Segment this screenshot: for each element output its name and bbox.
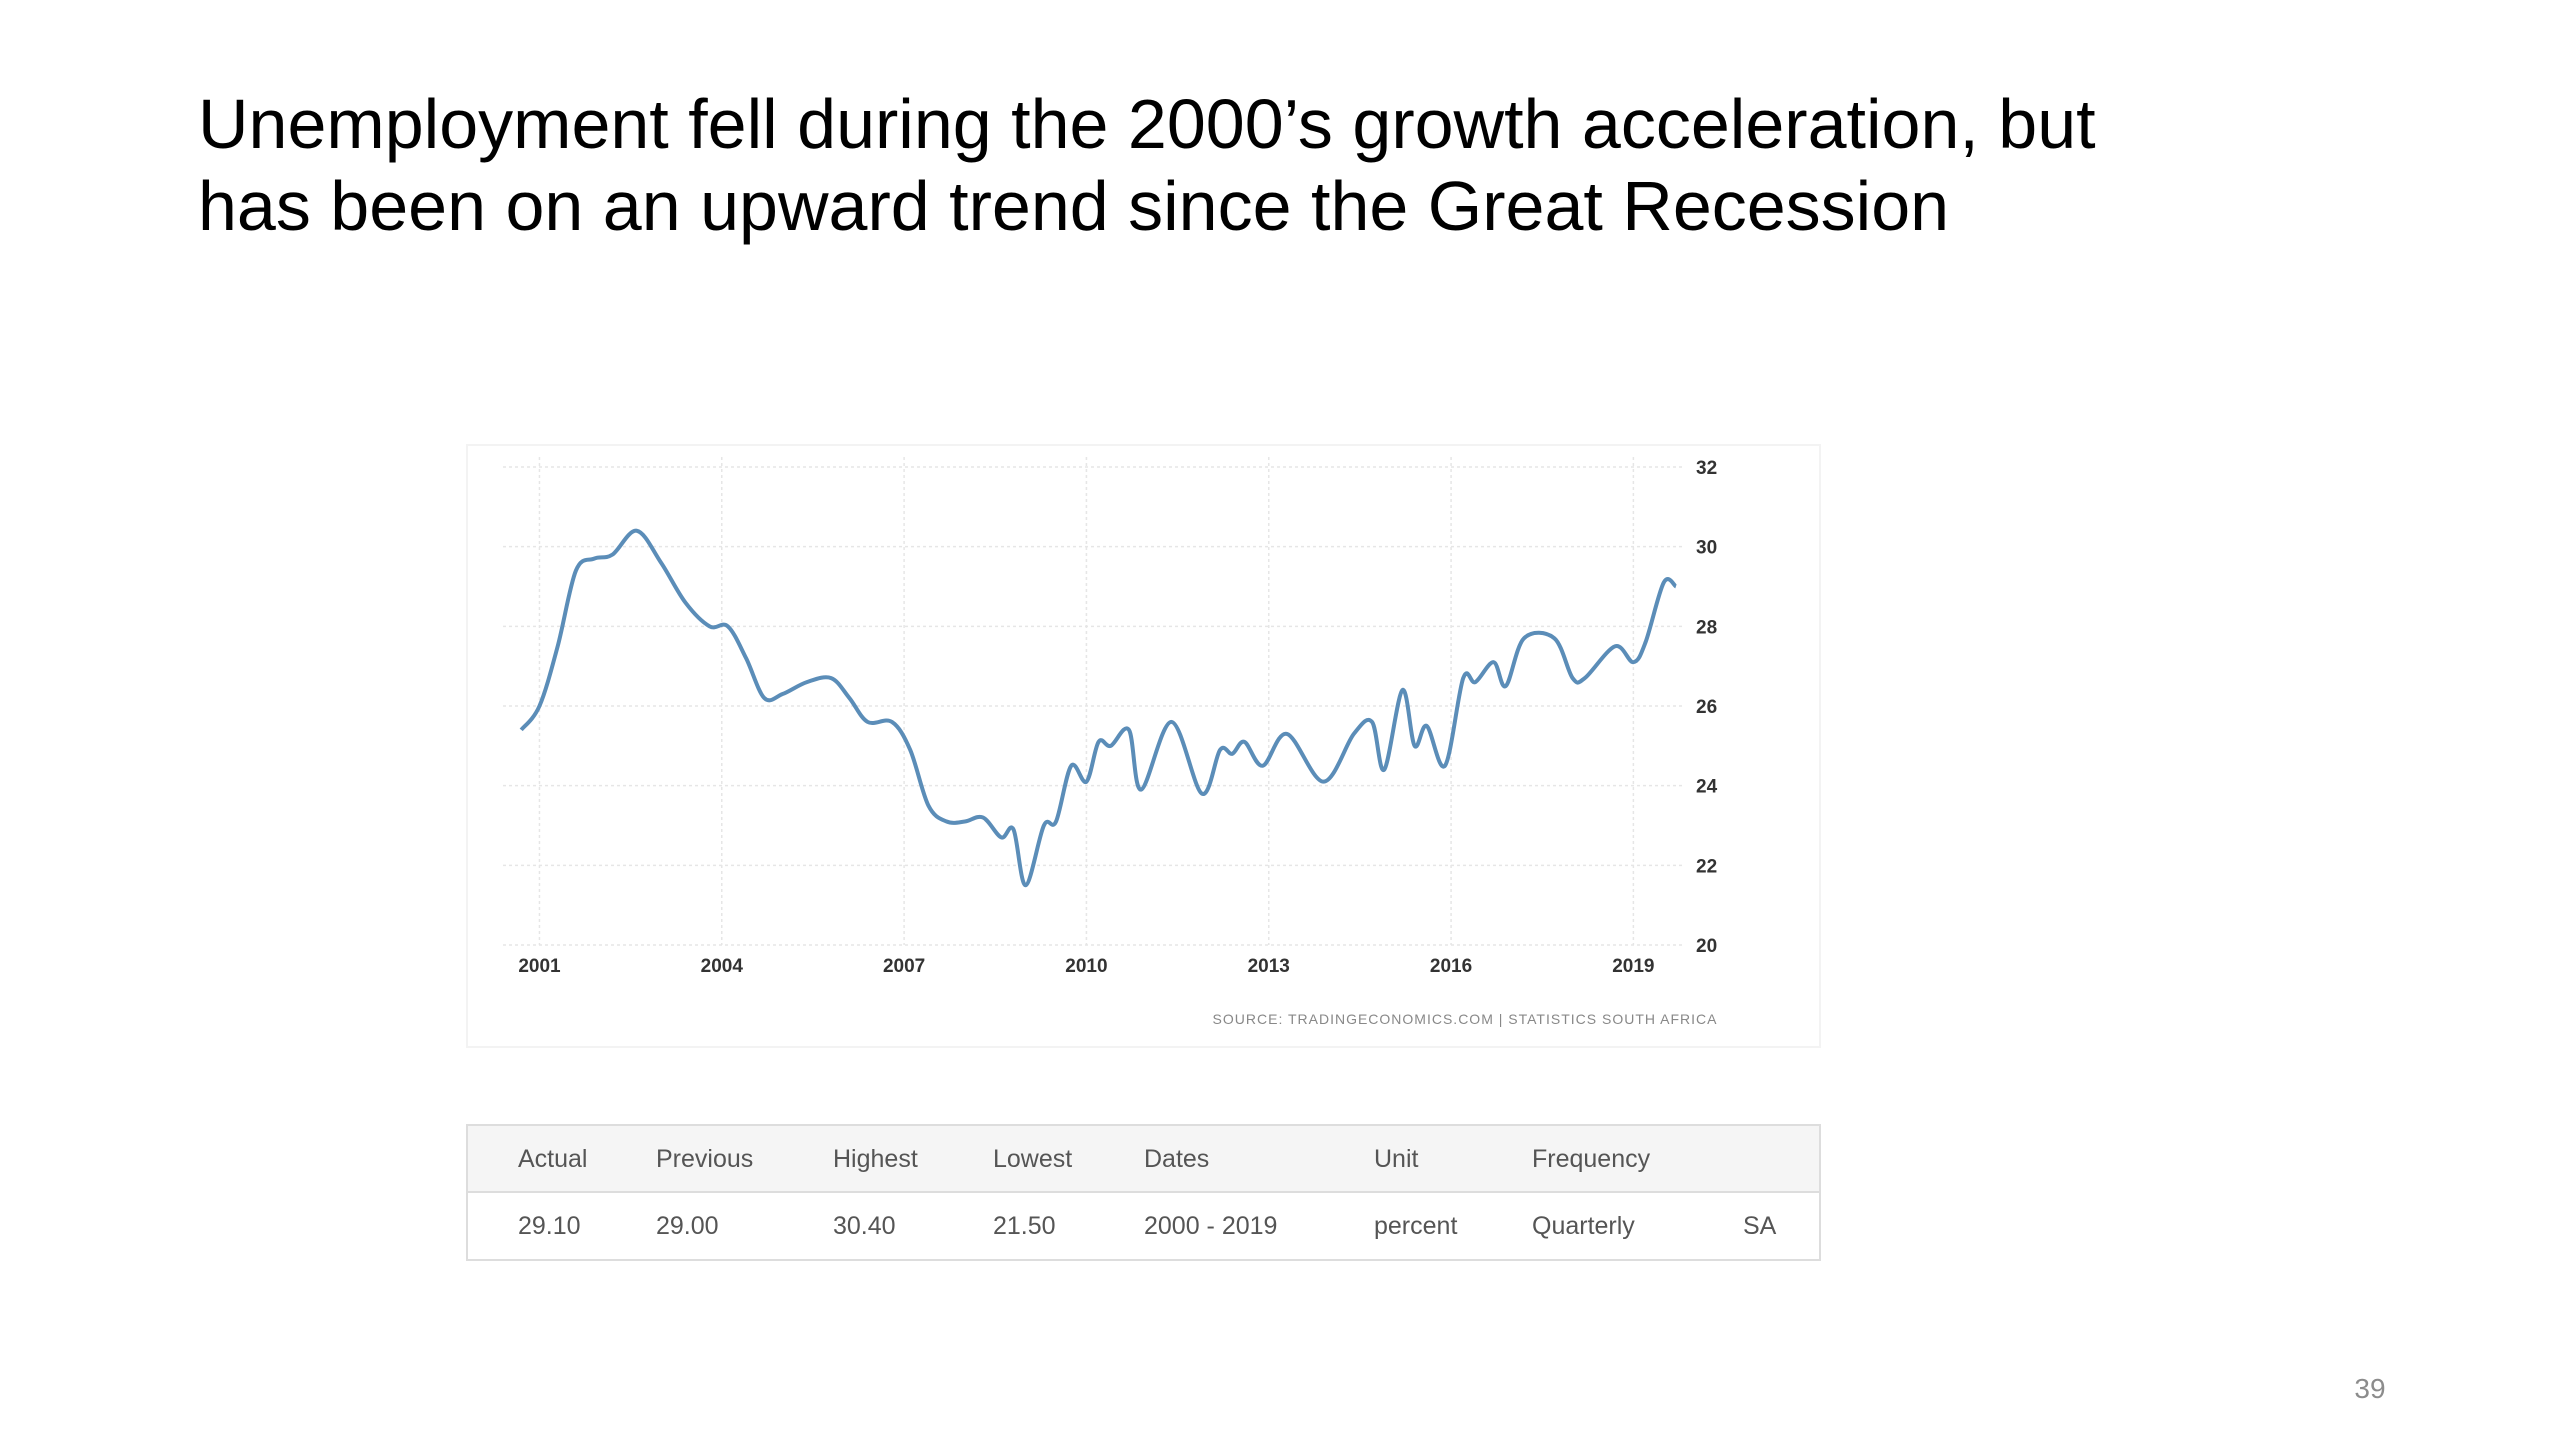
table-cell: 29.10 bbox=[518, 1212, 581, 1240]
table-cell: SA bbox=[1743, 1212, 1777, 1240]
table-header-cell: Dates bbox=[1144, 1145, 1209, 1173]
x-tick-label: 2016 bbox=[1430, 956, 1472, 977]
y-tick-label: 30 bbox=[1696, 538, 1717, 559]
table-cell: 21.50 bbox=[993, 1212, 1056, 1240]
table-header-cell: Unit bbox=[1374, 1145, 1419, 1173]
x-tick-label: 2001 bbox=[518, 956, 561, 977]
table-cell: 30.40 bbox=[833, 1212, 896, 1240]
y-tick-label: 28 bbox=[1696, 617, 1717, 638]
table-cell: 2000 - 2019 bbox=[1144, 1212, 1277, 1240]
table-cell: percent bbox=[1374, 1212, 1457, 1240]
table-header-bg bbox=[468, 1126, 1819, 1192]
table-header-cell: Highest bbox=[833, 1145, 918, 1173]
y-tick-label: 32 bbox=[1696, 458, 1717, 479]
table-header-cell: Previous bbox=[656, 1145, 753, 1173]
table-header-cell: Lowest bbox=[993, 1145, 1072, 1173]
slide-title: Unemployment fell during the 2000’s grow… bbox=[198, 85, 2096, 245]
table-header-cell: Frequency bbox=[1532, 1145, 1651, 1173]
data-line bbox=[519, 528, 1678, 888]
chart-frame bbox=[466, 444, 1821, 1048]
table-cell: Quarterly bbox=[1532, 1212, 1635, 1240]
x-tick-label: 2004 bbox=[701, 956, 744, 977]
y-tick-label: 26 bbox=[1696, 697, 1717, 718]
y-tick-label: 24 bbox=[1696, 777, 1718, 798]
chart-source: SOURCE: TRADINGECONOMICS.COM | STATISTIC… bbox=[1213, 1011, 1718, 1027]
x-tick-label: 2013 bbox=[1248, 956, 1290, 977]
y-tick-label: 20 bbox=[1696, 936, 1717, 957]
page-number: 39 bbox=[2354, 1373, 2385, 1404]
table-header-cell: Actual bbox=[518, 1145, 587, 1173]
x-tick-label: 2019 bbox=[1612, 956, 1654, 977]
table-cell: 29.00 bbox=[656, 1212, 719, 1240]
x-tick-label: 2010 bbox=[1065, 956, 1107, 977]
y-tick-label: 22 bbox=[1696, 856, 1717, 877]
x-tick-label: 2007 bbox=[883, 956, 925, 977]
